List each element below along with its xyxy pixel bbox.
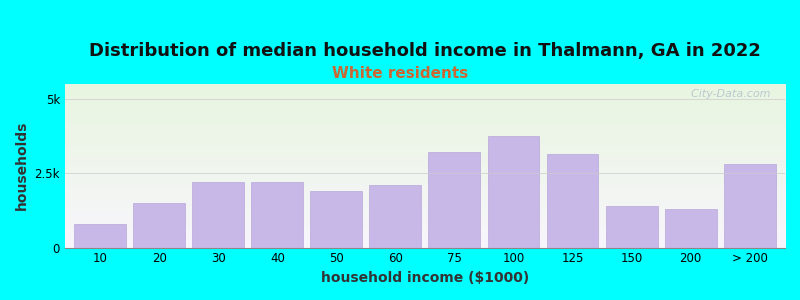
Bar xyxy=(134,203,186,248)
Bar xyxy=(74,224,126,248)
Bar xyxy=(310,191,362,247)
Bar xyxy=(487,136,539,248)
Bar xyxy=(193,182,244,248)
X-axis label: household income ($1000): household income ($1000) xyxy=(321,271,529,285)
Text: White residents: White residents xyxy=(332,66,468,81)
Bar xyxy=(665,209,717,248)
Y-axis label: households: households xyxy=(15,121,29,211)
Bar xyxy=(251,182,303,248)
Bar xyxy=(429,152,481,248)
Bar xyxy=(370,185,422,248)
Bar xyxy=(606,206,658,247)
Bar xyxy=(546,154,598,248)
Bar xyxy=(724,164,775,248)
Title: Distribution of median household income in Thalmann, GA in 2022: Distribution of median household income … xyxy=(89,42,761,60)
Text: City-Data.com: City-Data.com xyxy=(684,89,770,99)
